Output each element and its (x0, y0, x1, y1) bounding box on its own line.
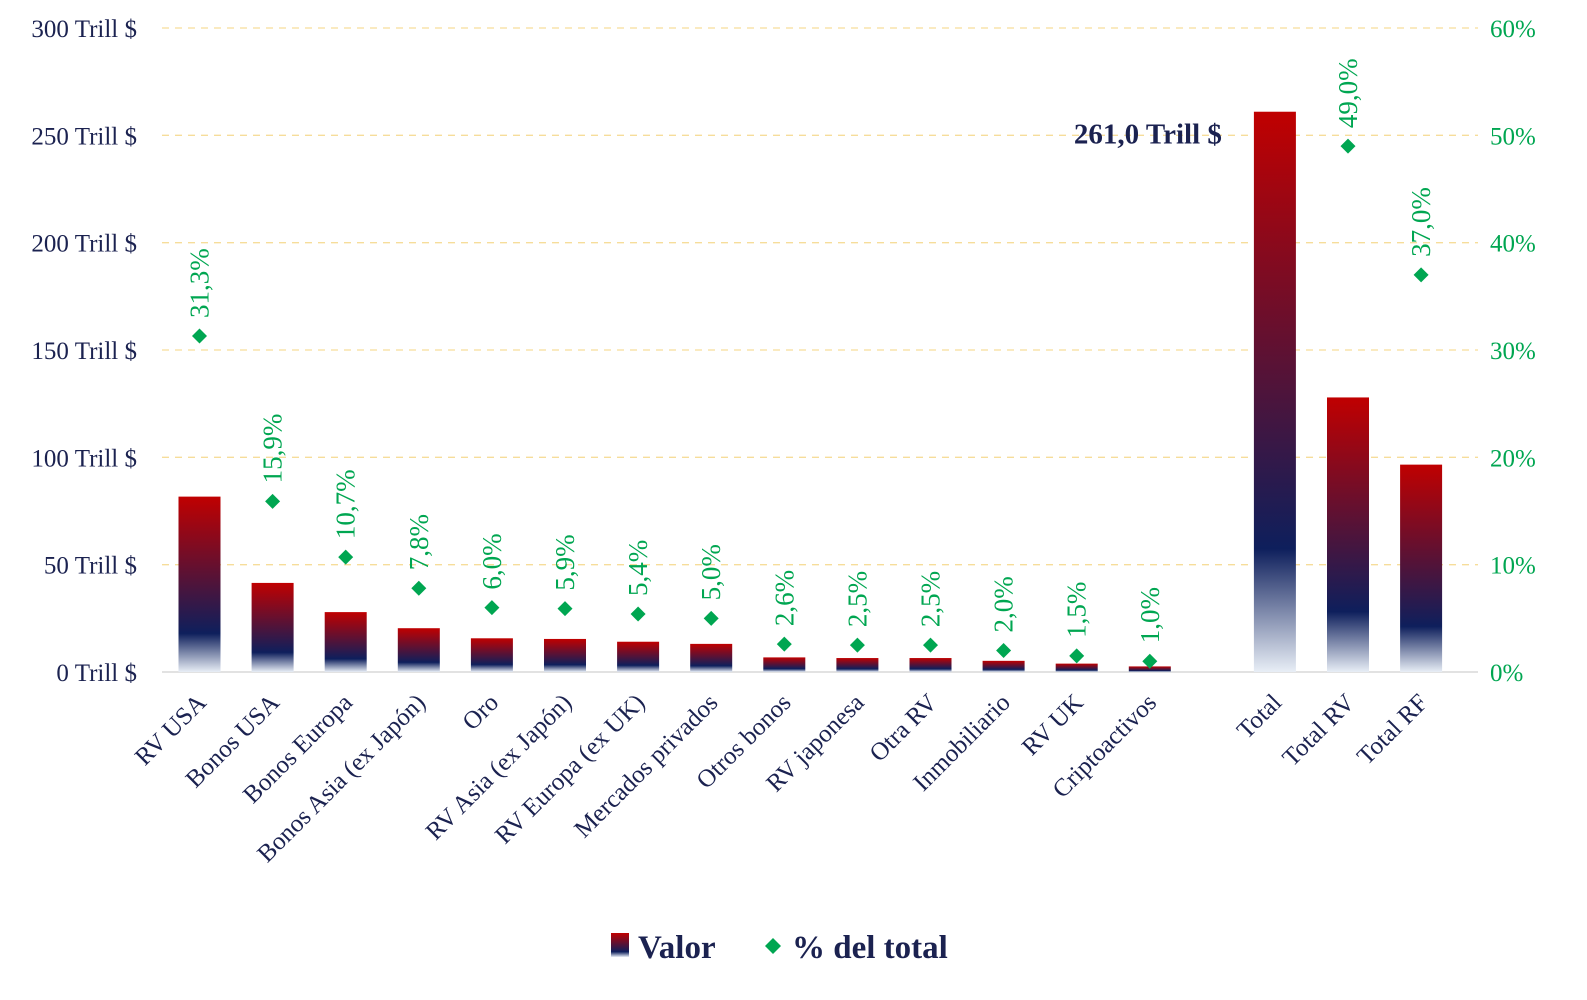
pct-label: 5,4% (623, 540, 653, 596)
y-right-tick-label: 40% (1490, 231, 1536, 258)
bar (1128, 666, 1171, 672)
y-left-tick-label: 300 Trill $ (31, 16, 137, 43)
pct-label: 49,0% (1333, 58, 1363, 128)
bar (470, 638, 513, 672)
pct-marker (557, 601, 573, 617)
total-annotation: 261,0 Trill $ (1074, 119, 1222, 151)
y-right-tick-label: 10% (1490, 553, 1536, 580)
legend-pct-diamond-icon (765, 938, 781, 954)
x-tick-label: RV UK (1017, 689, 1089, 761)
pct-marker (265, 493, 281, 509)
bar (836, 658, 879, 672)
pct-marker (411, 580, 427, 596)
legend-valor-swatch (611, 933, 629, 957)
pct-label: 31,3% (185, 248, 215, 318)
pct-label: 6,0% (477, 533, 507, 589)
pct-label: 7,8% (404, 514, 434, 570)
y-axis-left: 0 Trill $ 50 Trill $ 100 Trill $ 150 Trill … (31, 16, 137, 687)
pct-marker (776, 636, 792, 652)
pct-marker (849, 637, 865, 653)
x-tick-label: Oro (458, 689, 505, 736)
pct-marker (923, 637, 938, 653)
pct-label: 2,6% (769, 570, 799, 626)
x-tick-label: Total RV (1278, 689, 1361, 772)
pct-label: 37,0% (1406, 187, 1436, 257)
y-right-tick-label: 20% (1490, 445, 1536, 472)
pct-label: 1,0% (1135, 587, 1165, 643)
pct-label: 10,7% (331, 469, 361, 539)
pct-label: 15,9% (258, 414, 288, 484)
pct-marker (338, 549, 354, 565)
pct-marker (1142, 653, 1158, 669)
pct-label: 2,0% (989, 576, 1019, 632)
pct-marker (703, 610, 719, 626)
pct-label: 1,5% (1062, 582, 1092, 638)
pct-marker (630, 606, 646, 622)
pct-marker (1340, 138, 1356, 154)
y-left-tick-label: 200 Trill $ (31, 231, 137, 258)
bar (1327, 397, 1369, 672)
x-tick-label: Total (1232, 689, 1287, 744)
bar (763, 657, 806, 672)
pct-marker (1069, 648, 1085, 664)
pct-marker (484, 600, 500, 616)
y-right-tick-label: 30% (1490, 338, 1536, 365)
bar (544, 638, 586, 672)
pct-label: 2,5% (916, 571, 946, 627)
bar (909, 658, 952, 672)
pct-marker (996, 643, 1012, 659)
y-right-tick-label: 50% (1490, 123, 1536, 150)
bar (982, 660, 1025, 672)
bar-series (178, 111, 1443, 673)
percent-labels: 31,3% 15,9% 10,7% 7,8% 6,0% 5,9% 5,4% 5,0% 2,6% 2… (185, 58, 1437, 643)
legend-pct-label: % del total (792, 930, 948, 966)
y-left-tick-label: 100 Trill $ (31, 445, 137, 472)
pct-marker (192, 328, 207, 344)
x-tick-label: Total RF (1352, 689, 1433, 770)
y-left-tick-label: 50 Trill $ (44, 553, 137, 580)
y-left-tick-label: 0 Trill $ (56, 660, 137, 687)
marker-series (192, 138, 1429, 669)
y-axis-right: 0% 10% 20% 30% 40% 50% 60% (1490, 16, 1536, 687)
pct-marker (1413, 267, 1429, 283)
y-right-tick-label: 0% (1490, 660, 1523, 687)
bar (1253, 111, 1296, 673)
bar (617, 641, 660, 672)
bar (690, 643, 733, 672)
y-left-tick-label: 250 Trill $ (31, 123, 137, 150)
bar (397, 628, 440, 672)
y-right-tick-label: 60% (1490, 16, 1536, 43)
bar (324, 612, 367, 672)
pct-label: 2,5% (842, 571, 872, 627)
bar (1400, 464, 1443, 672)
bar (1055, 663, 1098, 672)
legend-valor-label: Valor (638, 930, 716, 966)
pct-label: 5,0% (696, 544, 726, 600)
y-left-tick-label: 150 Trill $ (31, 338, 137, 365)
bar (251, 582, 294, 672)
legend: Valor % del total (611, 930, 948, 966)
pct-label: 5,9% (550, 534, 580, 590)
bar (178, 496, 221, 672)
